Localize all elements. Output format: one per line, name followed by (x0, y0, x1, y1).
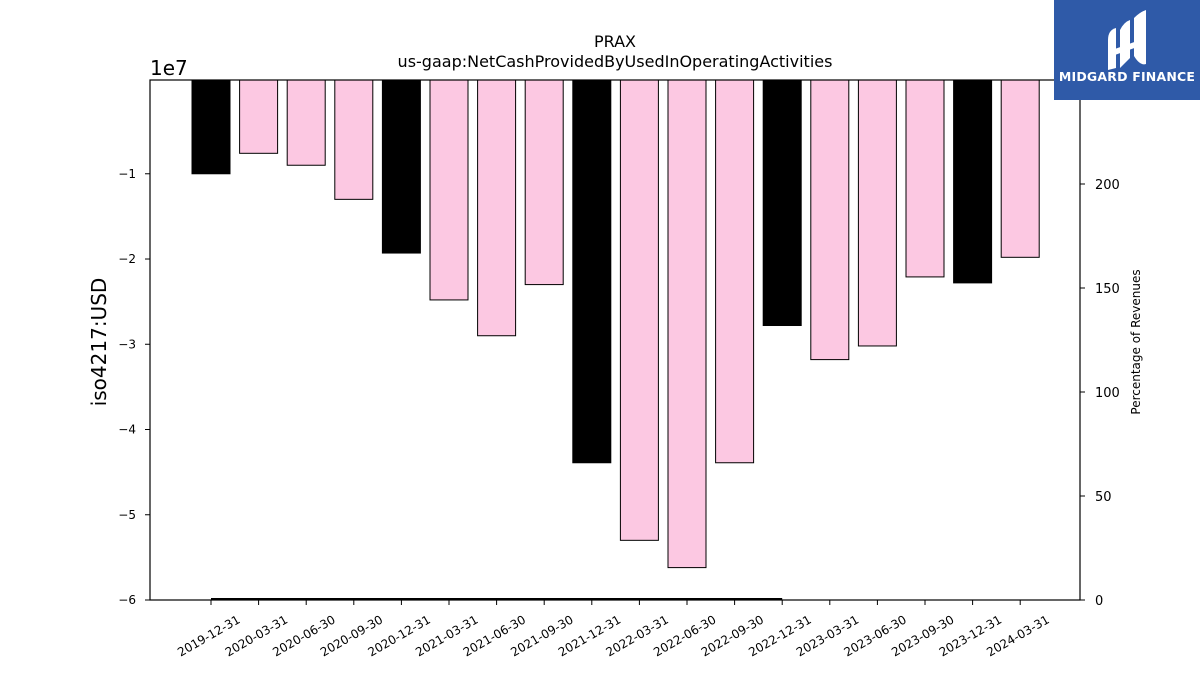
midgard-finance-logo: MIDGARD FINANCE (1054, 0, 1200, 100)
bar-2022-06-30 (667, 79, 707, 569)
bar-2023-03-31 (810, 79, 850, 361)
bar-2020-09-30 (334, 79, 374, 200)
bar-2024-03-31 (1000, 79, 1040, 258)
y-tick-label: −2 (118, 252, 136, 266)
y-axis-offset-label: 1e7 (150, 56, 188, 80)
y2-tick-label: 100 (1095, 386, 1120, 401)
y2-axis-label: Percentage of Revenues (1129, 269, 1143, 414)
y-tick-label: −5 (118, 508, 136, 522)
bar-2020-03-31 (239, 79, 279, 154)
y2-tick-label: 50 (1095, 490, 1112, 505)
plot-frame (149, 79, 1081, 601)
y-axis-label: iso4217:USD (87, 278, 111, 407)
bar-2021-09-30 (524, 79, 564, 286)
chart-subtitle: us-gaap:NetCashProvidedByUsedInOperating… (397, 52, 833, 71)
bar-2023-06-30 (857, 79, 897, 347)
y-tick-label: −6 (118, 593, 136, 607)
bar-2020-12-31 (381, 79, 421, 254)
bar-2020-06-30 (286, 79, 326, 166)
logo-text: MIDGARD FINANCE (1058, 69, 1196, 84)
chart-title: PRAX (593, 32, 637, 51)
bars-group (191, 79, 1040, 569)
bar-2022-09-30 (715, 79, 755, 464)
bar-2023-09-30 (905, 79, 945, 278)
bar-2022-03-31 (619, 79, 659, 541)
bar-2022-12-31 (762, 79, 802, 327)
midgard-logo-icon (1108, 10, 1146, 70)
y-tick-label: −3 (118, 337, 136, 351)
bar-2021-06-30 (477, 79, 517, 337)
bar-2021-12-31 (572, 79, 612, 464)
bar-2019-12-31 (191, 79, 231, 175)
x-axis-ticks: 2019-12-312020-03-312020-06-302020-09-30… (175, 600, 1052, 659)
y2-tick-label: 0 (1095, 594, 1103, 609)
y-axis-ticks: −1 −2 −3 −4 −5 −6 (118, 167, 150, 607)
y-tick-label: −4 (118, 423, 136, 437)
bar-2023-12-31 (953, 79, 993, 284)
y2-tick-label: 200 (1095, 178, 1120, 193)
y2-axis-ticks: 0 50 100 150 200 (1080, 178, 1120, 609)
y2-tick-label: 150 (1095, 282, 1120, 297)
y-tick-label: −1 (118, 167, 136, 181)
bar-2021-03-31 (429, 79, 469, 301)
